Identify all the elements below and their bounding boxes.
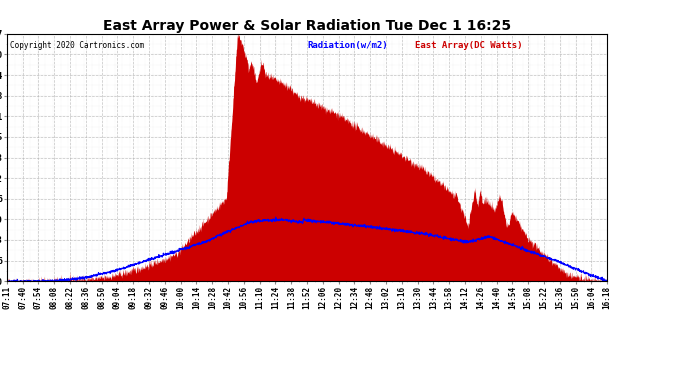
- Text: Copyright 2020 Cartronics.com: Copyright 2020 Cartronics.com: [10, 41, 144, 50]
- Text: East Array(DC Watts): East Array(DC Watts): [415, 41, 522, 50]
- Text: Radiation(w/m2): Radiation(w/m2): [307, 41, 388, 50]
- Title: East Array Power & Solar Radiation Tue Dec 1 16:25: East Array Power & Solar Radiation Tue D…: [103, 19, 511, 33]
